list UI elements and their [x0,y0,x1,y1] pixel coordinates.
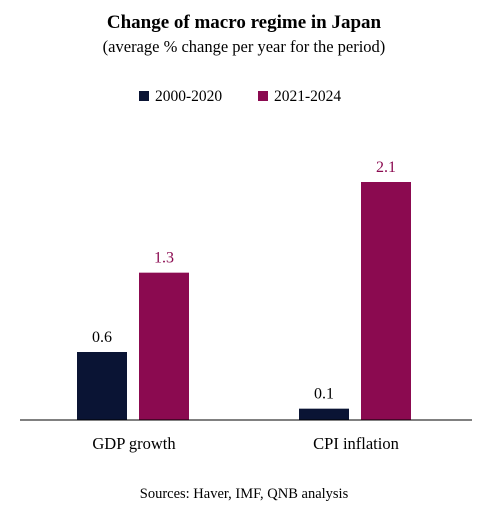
legend: 2000-2020 2021-2024 [139,88,341,105]
bar-cpi-inflation-series-2 [361,182,411,420]
category-label-gdp-growth: GDP growth [92,434,176,453]
legend-label-series-2: 2021-2024 [274,88,341,105]
source-note: Sources: Haver, IMF, QNB analysis [140,486,349,502]
value-label-gdp-growth-series-2: 1.3 [154,250,174,267]
category-label-cpi-inflation: CPI inflation [313,434,399,453]
chart-subtitle: (average % change per year for the perio… [103,37,386,56]
legend-swatch-series-2 [258,91,268,101]
bar-gdp-growth-series-2 [139,272,189,420]
bar-cpi-inflation-series-1 [299,408,349,420]
plot-area: 0.6 1.3 0.1 2.1 [77,159,411,420]
legend-label-series-1: 2000-2020 [155,88,222,105]
chart-title: Change of macro regime in Japan [107,12,382,33]
legend-swatch-series-1 [139,91,149,101]
bar-gdp-growth-series-1 [77,352,127,420]
value-label-cpi-inflation-series-1: 0.1 [314,386,334,403]
value-label-cpi-inflation-series-2: 2.1 [376,159,396,176]
value-label-gdp-growth-series-1: 0.6 [92,329,112,346]
